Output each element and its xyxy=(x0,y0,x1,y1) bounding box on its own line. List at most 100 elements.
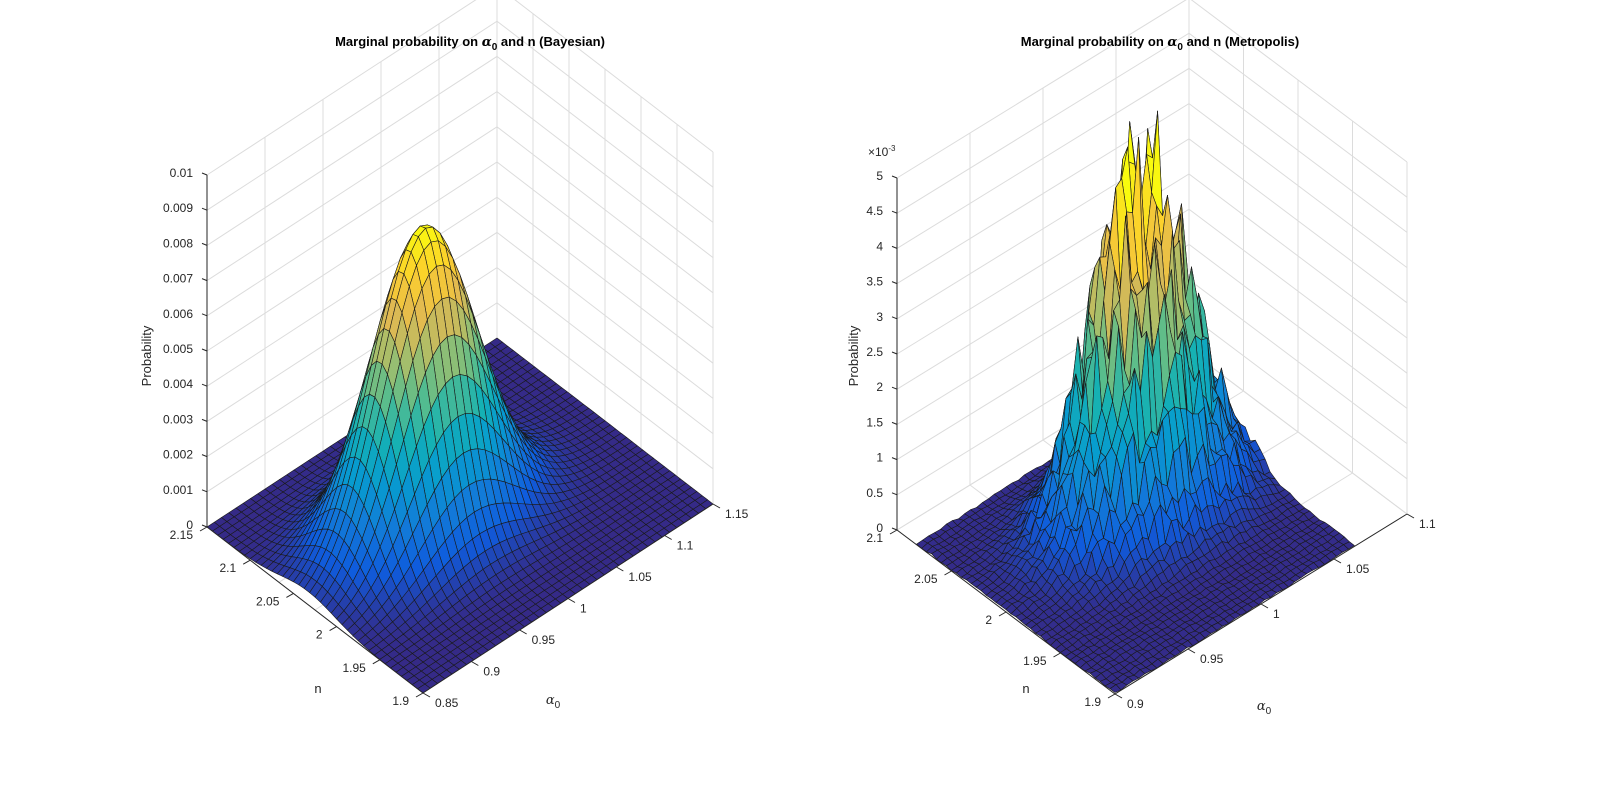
alpha-tick xyxy=(567,598,576,603)
metropolis-surface-plot: 00.511.522.533.544.551.91.9522.052.10.90… xyxy=(846,0,1436,717)
z-tick-label: 5 xyxy=(876,169,883,183)
z-tick xyxy=(891,316,898,320)
z-tick-label: 0 xyxy=(186,518,193,532)
z-tick xyxy=(891,527,898,531)
metropolis-z-axis-label: Probability xyxy=(846,325,861,386)
z-tick-label: 4.5 xyxy=(866,204,883,218)
n-tick-label: 2.15 xyxy=(170,528,194,542)
alpha-tick xyxy=(422,692,431,698)
grid-line xyxy=(206,161,714,352)
n-tick-label: 2.1 xyxy=(866,531,883,545)
alpha-tick-label: 0.95 xyxy=(532,633,556,647)
grid-line xyxy=(896,138,1408,320)
metropolis-x-axis-label: α0 xyxy=(1257,699,1272,717)
z-tick-label: 0.001 xyxy=(163,483,193,497)
z-tick-label: 2 xyxy=(876,380,883,394)
grid-line xyxy=(206,0,714,176)
grid-line xyxy=(896,32,1408,214)
bayesian-z-axis-label: Probability xyxy=(139,325,154,386)
z-tick xyxy=(891,386,898,390)
z-tick xyxy=(201,524,208,528)
alpha-tick-label: 1.05 xyxy=(1346,562,1370,576)
n-tick xyxy=(372,659,381,665)
metropolis-y-axis-label: n xyxy=(1022,681,1029,696)
grid-line xyxy=(896,208,1408,390)
alpha-tick xyxy=(471,661,479,666)
alpha-tick xyxy=(616,566,624,572)
z-tick xyxy=(891,245,898,249)
alpha-tick-label: 0.9 xyxy=(483,665,500,679)
n-tick xyxy=(944,570,952,576)
grid-line xyxy=(896,173,1408,355)
z-tick-label: 2.5 xyxy=(866,345,883,359)
n-tick-label: 1.95 xyxy=(342,661,366,675)
z-tick xyxy=(201,278,208,282)
n-tick xyxy=(1107,693,1116,699)
grid-line xyxy=(206,231,714,422)
z-tick-label: 0.003 xyxy=(163,412,193,426)
z-tick xyxy=(891,421,898,425)
z-tick xyxy=(891,351,898,355)
grid-line xyxy=(206,266,714,458)
z-tick xyxy=(891,210,898,214)
alpha-tick xyxy=(1333,558,1342,564)
grid-line xyxy=(206,196,714,387)
z-tick xyxy=(201,383,208,387)
alpha-tick-label: 1.1 xyxy=(677,539,694,553)
z-tick-label: 1.5 xyxy=(866,415,883,429)
n-tick xyxy=(329,626,337,632)
z-tick xyxy=(201,207,208,211)
alpha-tick-label: 1.05 xyxy=(628,570,652,584)
z-tick-label: 3 xyxy=(876,310,883,324)
alpha-tick-label: 0.9 xyxy=(1127,697,1144,711)
z-tick xyxy=(201,454,208,458)
z-tick xyxy=(891,492,898,496)
z-tick xyxy=(201,489,208,493)
y-axis-line xyxy=(206,526,424,694)
grid-line xyxy=(896,243,1408,425)
z-tick-label: 0.01 xyxy=(170,166,194,180)
n-tick-label: 1.9 xyxy=(392,694,409,708)
metropolis-chart-title: Marginal probability on α0 and n (Metrop… xyxy=(1021,34,1299,53)
n-tick xyxy=(998,611,1007,617)
alpha-tick-label: 1.1 xyxy=(1419,517,1436,531)
alpha-tick xyxy=(1406,513,1415,519)
bayesian-chart-title: Marginal probability on α0 and n (Bayesi… xyxy=(335,34,605,53)
n-tick xyxy=(1053,652,1061,658)
z-tick-label: 0.007 xyxy=(163,272,193,286)
alpha-tick-label: 0.85 xyxy=(435,696,459,710)
n-tick xyxy=(415,692,424,698)
z-tick-label: 0.008 xyxy=(163,236,193,250)
n-tick-label: 2.05 xyxy=(914,572,938,586)
bayesian-x-axis-label: α0 xyxy=(546,693,561,711)
z-tick-label: 0.002 xyxy=(163,448,193,462)
alpha-tick-label: 1 xyxy=(580,602,587,616)
bayesian-surface-plot: 0 0.001 0.002 0.003 0.004 0.005 0.006 0.007 0.00… xyxy=(139,0,749,711)
n-tick-label: 1.95 xyxy=(1023,654,1047,668)
z-tick xyxy=(201,242,208,246)
grid-line xyxy=(206,20,714,211)
metropolis-z-exponent: ×10-3 xyxy=(868,144,896,159)
n-tick-label: 2.05 xyxy=(256,594,280,608)
n-tick-label: 2.1 xyxy=(220,561,237,575)
z-tick xyxy=(891,175,898,179)
grid-line xyxy=(896,67,1408,249)
metropolis-surface xyxy=(916,110,1355,693)
alpha-tick xyxy=(712,503,721,509)
alpha-tick-label: 1.15 xyxy=(725,507,749,521)
z-tick-label: 0.005 xyxy=(163,342,193,356)
grid-line xyxy=(896,102,1408,285)
n-tick xyxy=(199,526,208,532)
n-tick xyxy=(242,559,251,565)
grid-line xyxy=(206,90,714,282)
z-tick-label: 3.5 xyxy=(866,275,883,289)
alpha-tick-label: 1 xyxy=(1273,607,1280,621)
grid-line xyxy=(206,302,714,493)
z-tick xyxy=(201,313,208,317)
z-tick-label: 0.006 xyxy=(163,307,193,321)
alpha-tick xyxy=(1114,693,1123,699)
alpha-tick xyxy=(1187,648,1196,654)
z-tick xyxy=(891,457,898,461)
z-tick xyxy=(891,281,898,285)
